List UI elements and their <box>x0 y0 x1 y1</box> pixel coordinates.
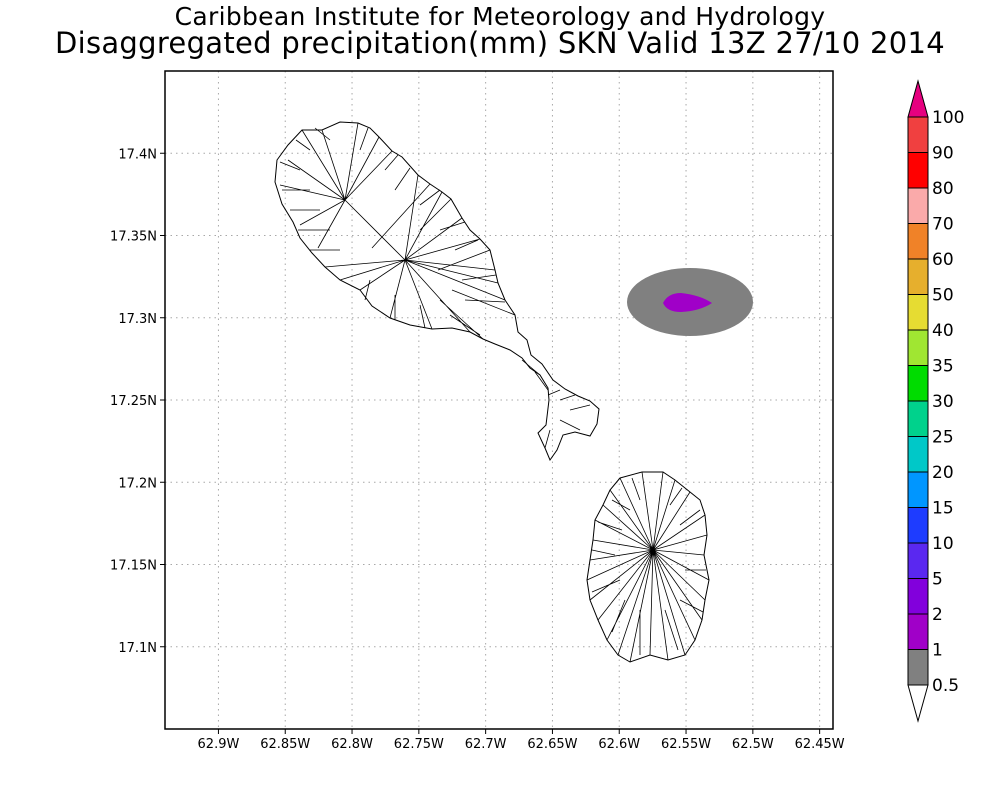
x-tick-label: 62.45W <box>795 737 845 752</box>
y-axis-ticks: 17.1N 17.15N 17.2N 17.25N 17.3N 17.35N 17.4N <box>110 147 165 656</box>
chart-subtitle: Disaggregated precipitation(mm) SKN Vali… <box>54 26 946 60</box>
colorbar-swatch <box>907 116 929 153</box>
colorbar-label: 10 <box>932 534 954 554</box>
x-tick-label: 62.6W <box>598 737 640 752</box>
x-tick-label: 62.55W <box>661 737 711 752</box>
x-tick-label: 62.5W <box>732 737 774 752</box>
nevis-coastline <box>586 471 710 663</box>
colorbar-label: 35 <box>932 357 954 377</box>
colorbar-label: 40 <box>932 321 954 341</box>
colorbar-swatch <box>907 649 929 686</box>
island-nevis <box>586 471 710 663</box>
colorbar-swatch <box>907 365 929 402</box>
x-tick-label: 62.75W <box>394 737 444 752</box>
y-tick-label: 17.15N <box>110 559 157 574</box>
colorbar-swatch <box>907 436 929 473</box>
colorbar-swatch <box>907 258 929 295</box>
colorbar-label: 70 <box>932 215 954 235</box>
colorbar-swatch <box>907 294 929 331</box>
st-kitts-coastline <box>274 121 600 462</box>
colorbar-swatch <box>907 613 929 650</box>
grid-lines <box>165 71 833 729</box>
st-kitts-drainage <box>279 122 591 449</box>
x-tick-label: 62.9W <box>198 737 240 752</box>
colorbar-label: 30 <box>932 392 954 412</box>
colorbar-swatch <box>907 187 929 224</box>
y-tick-label: 17.4N <box>118 147 157 162</box>
colorbar-label: 25 <box>932 428 954 448</box>
chart-title: Caribbean Institute for Meteorology and … <box>174 2 826 31</box>
nevis-drainage <box>586 471 710 663</box>
y-tick-label: 17.35N <box>110 230 157 245</box>
island-st-kitts <box>274 121 600 462</box>
colorbar-swatch <box>907 223 929 260</box>
colorbar-swatch <box>907 329 929 366</box>
colorbar-label: 5 <box>932 570 943 590</box>
x-tick-label: 62.7W <box>465 737 507 752</box>
colorbar-label: 0.5 <box>932 676 959 696</box>
y-tick-label: 17.25N <box>110 394 157 409</box>
x-tick-label: 62.65W <box>527 737 577 752</box>
y-tick-label: 17.1N <box>118 641 157 656</box>
colorbar-swatch <box>907 471 929 508</box>
colorbar-label: 15 <box>932 499 954 519</box>
colorbar-label: 90 <box>932 144 954 164</box>
precip-region-1-2mm <box>663 293 712 312</box>
colorbar-swatch <box>907 152 929 189</box>
colorbar-swatch <box>907 578 929 615</box>
colorbar-label: 1 <box>932 641 943 661</box>
colorbar-label: 50 <box>932 286 954 306</box>
colorbar-label: 60 <box>932 250 954 270</box>
colorbar-under-triangle <box>907 684 929 723</box>
colorbar-label: 20 <box>932 463 954 483</box>
colorbar-label: 2 <box>932 605 943 625</box>
colorbar-label: 80 <box>932 179 954 199</box>
colorbar-over-triangle <box>907 79 929 118</box>
x-tick-label: 62.85W <box>260 737 310 752</box>
colorbar-label: 100 <box>932 108 964 128</box>
colorbar-swatch <box>907 542 929 579</box>
colorbar-swatch <box>907 507 929 544</box>
colorbar-swatch <box>907 400 929 437</box>
x-tick-label: 62.8W <box>331 737 373 752</box>
x-axis-ticks: 62.9W 62.85W 62.8W 62.75W 62.7W 62.65W 62.6W 62… <box>198 729 845 752</box>
y-tick-label: 17.3N <box>118 312 157 327</box>
precipitation-area <box>627 268 753 336</box>
y-tick-label: 17.2N <box>118 476 157 491</box>
